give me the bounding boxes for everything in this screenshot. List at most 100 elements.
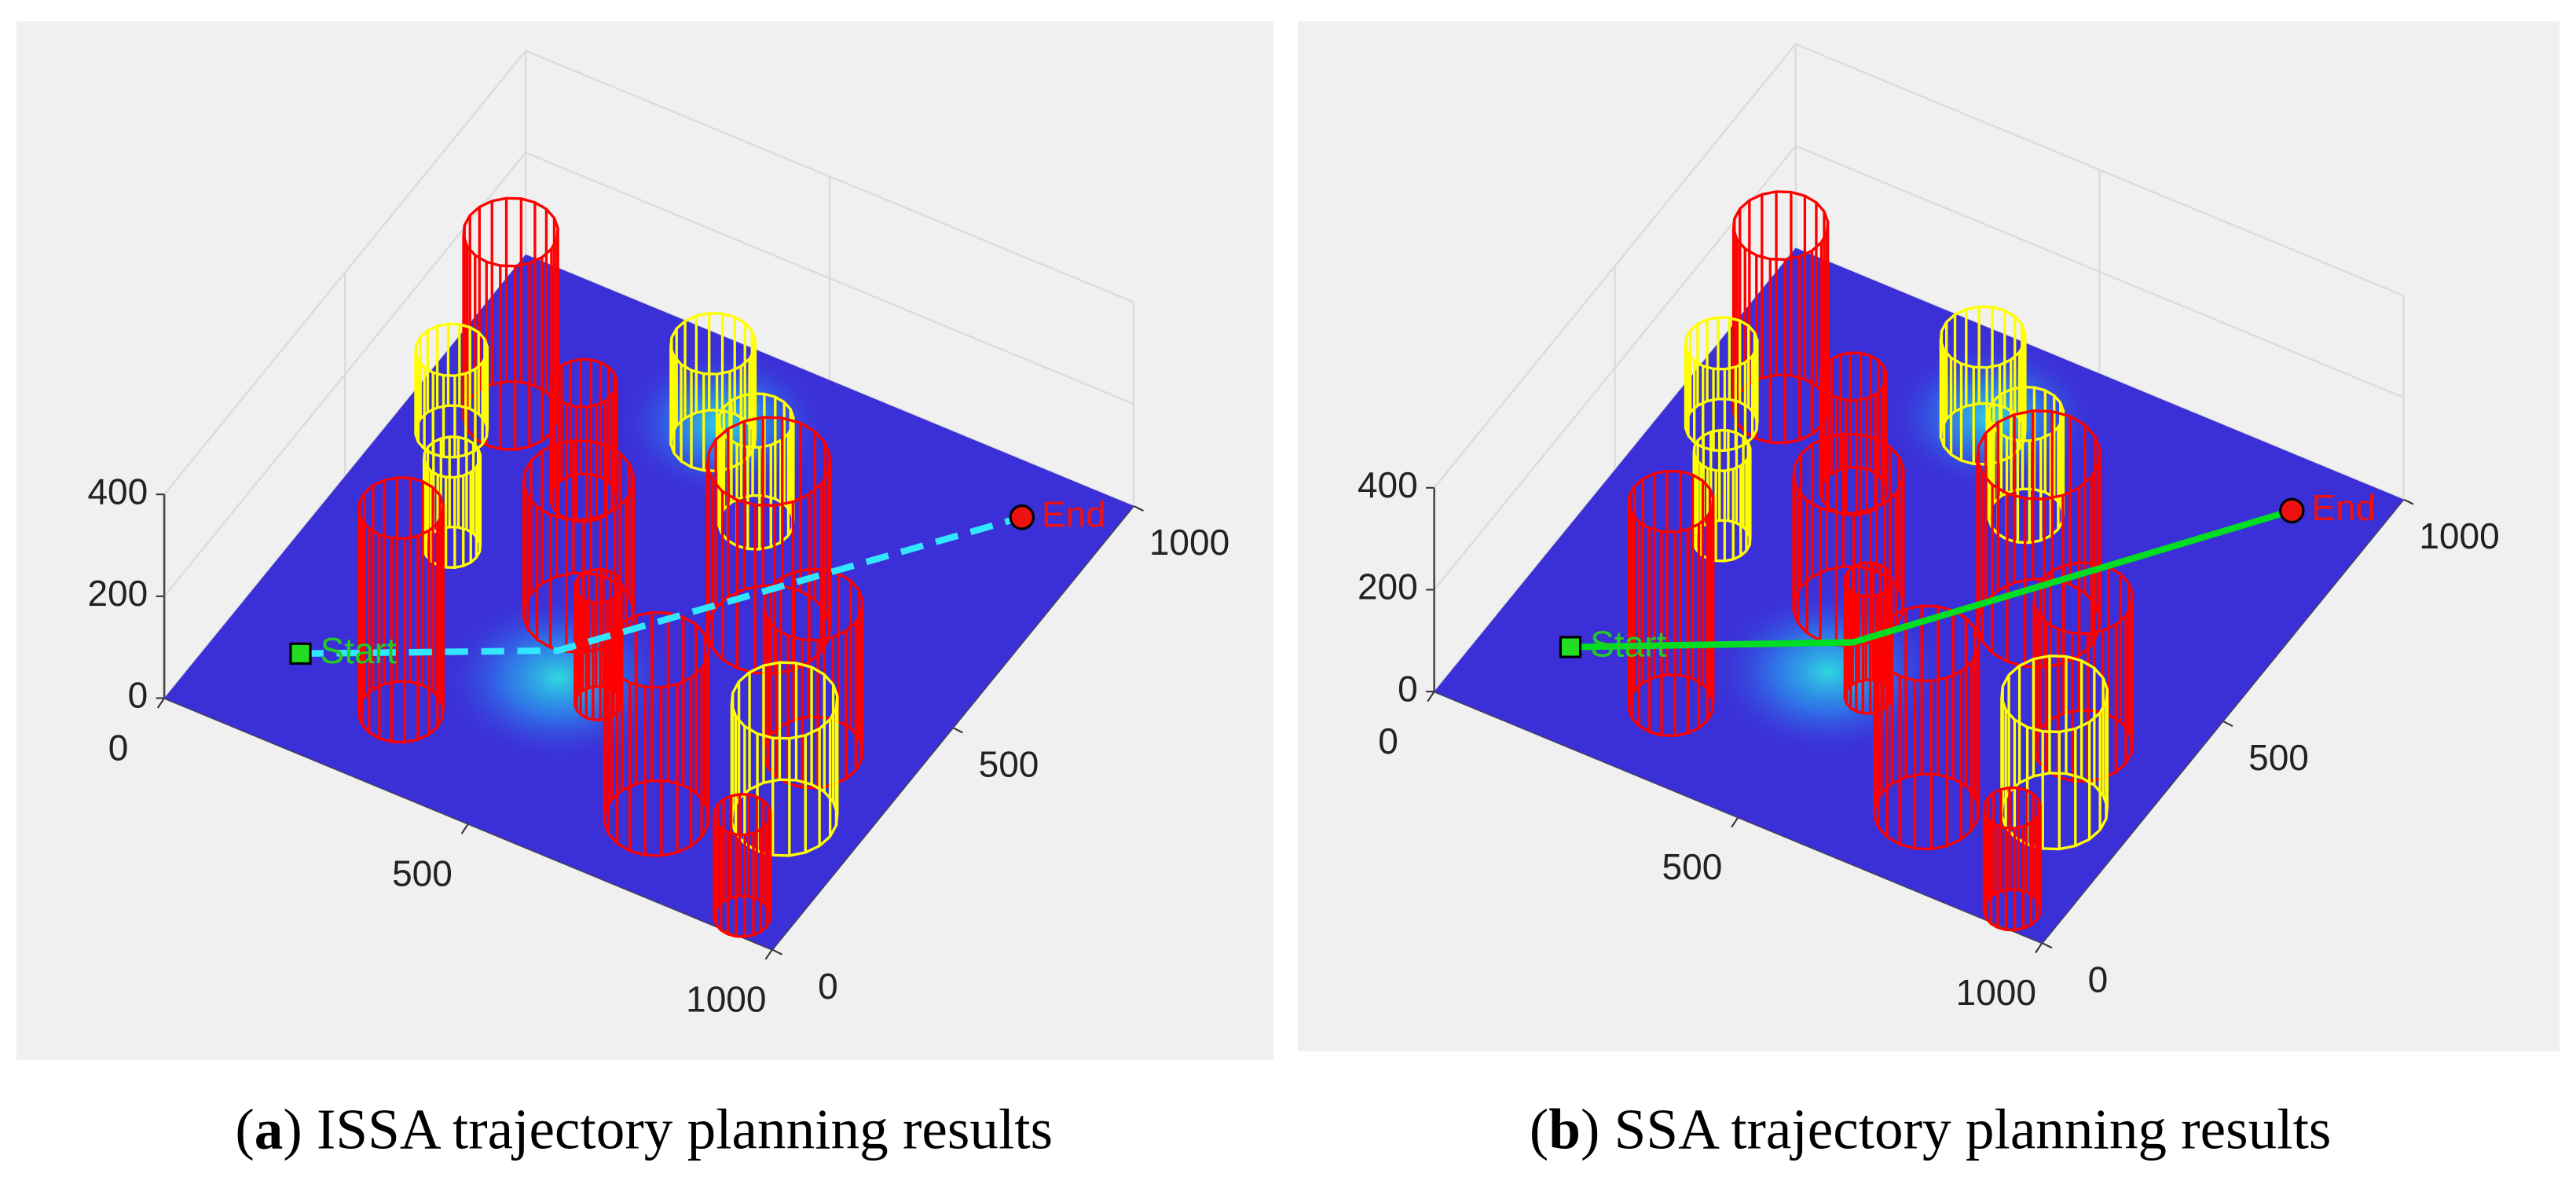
x-tick-label: 1000 (1956, 972, 2036, 1013)
cylinder-base (603, 779, 710, 857)
cylinder-base (713, 894, 772, 938)
end-label: End (1042, 493, 1106, 534)
tick-mark (2035, 942, 2043, 954)
x-tick-label: 1000 (686, 979, 766, 1020)
cylinder-top (1976, 409, 2101, 501)
y-tick-label: 500 (979, 743, 1039, 784)
x-tick-label: 500 (1662, 846, 1723, 887)
tick-mark (952, 727, 963, 734)
obstacle-cylinder (762, 567, 864, 790)
y-tick-label: 0 (2088, 959, 2109, 999)
caption-part: ) SSA trajectory planning results (1581, 1098, 2331, 1161)
cylinder-top (522, 439, 636, 522)
z-tick-label: 200 (87, 573, 148, 614)
end-marker (2279, 497, 2305, 524)
terrain-floor (164, 254, 1134, 950)
z-tick-label: 0 (1398, 668, 1418, 709)
obstacle-cylinder (422, 435, 482, 569)
obstacle-cylinder (1819, 351, 1889, 517)
cylinder-top (669, 312, 757, 376)
cylinder-top (713, 793, 772, 837)
tick-mark (764, 948, 773, 960)
start-marker (1559, 636, 1582, 658)
start-label: Start (1590, 624, 1666, 665)
cylinder-base (1939, 402, 2027, 466)
obstacle-cylinder (548, 358, 618, 523)
caption-part: ( (235, 1098, 254, 1161)
y-tick-label: 1000 (1149, 522, 1229, 563)
caption: (a) ISSA trajectory planning results (235, 1098, 1053, 1161)
start-marker (289, 642, 312, 665)
obstacle-cylinder (1982, 786, 2042, 932)
cylinder-top (1843, 561, 1893, 598)
tick-mark (2041, 942, 2053, 949)
cylinder-top (1792, 432, 1905, 515)
cylinder-top (2000, 655, 2109, 734)
cylinder-top (1982, 786, 2042, 830)
y-tick-label: 500 (2248, 737, 2309, 778)
terrain-floor (1434, 248, 2404, 944)
end-marker (1009, 504, 1035, 530)
cylinder-base (669, 409, 757, 472)
obstacle-cylinder (603, 611, 710, 857)
cylinder-base (1627, 673, 1715, 737)
cylinder-top (1987, 385, 2065, 442)
cylinder-top (1819, 351, 1889, 402)
z-tick-label: 0 (128, 675, 148, 716)
y-tick-label: 1000 (2419, 515, 2499, 556)
cylinder-top (1684, 316, 1759, 371)
x-tick-label: 0 (108, 728, 129, 768)
tick-mark (2222, 720, 2233, 727)
tick-mark (460, 823, 469, 834)
cylinder-base (2032, 709, 2134, 783)
obstacle-cylinder (1873, 604, 1981, 851)
obstacle-cylinder (1792, 432, 1905, 647)
cylinder-top (422, 435, 482, 479)
obstacle-cylinder (1987, 385, 2065, 545)
cylinder-top (730, 661, 839, 740)
cylinder-top (1627, 469, 1715, 534)
caption-part: b (1548, 1098, 1581, 1161)
start-label: Start (321, 630, 397, 671)
cylinder-top (462, 196, 559, 268)
cylinder-base (1873, 772, 1981, 851)
trajectory (300, 514, 1023, 658)
x-tick-label: 500 (392, 853, 453, 894)
cylinder-top (705, 416, 832, 508)
tick-mark (2402, 498, 2414, 505)
cylinder-top (1731, 190, 1830, 261)
plot-3d: 0 200 400 0 500 1000 0 500 1000 Start End (87, 50, 1229, 1020)
cylinder-top (603, 611, 710, 689)
obstacle-cylinder (1731, 190, 1830, 445)
caption-part: a (255, 1098, 284, 1161)
obstacle-cylinder (522, 439, 636, 654)
cylinder-top (717, 392, 795, 449)
tick-mark (771, 948, 782, 955)
cylinder-top (1873, 604, 1981, 683)
end-label: End (2311, 487, 2376, 528)
caption-part: ) ISSA trajectory planning results (283, 1098, 1053, 1161)
cylinder-top (1692, 428, 1752, 472)
caption-part: ( (1530, 1098, 1548, 1161)
z-tick-label: 400 (87, 471, 148, 512)
obstacle-cylinder (357, 476, 445, 744)
cylinder-top (573, 567, 623, 604)
tick-mark (1731, 816, 1739, 828)
cylinder-base (1982, 888, 2042, 932)
cylinder-base (414, 404, 489, 459)
obstacle-cylinder (2000, 655, 2109, 851)
trajectory (1570, 507, 2293, 651)
tick-mark (156, 697, 165, 709)
obstacle-cylinder (414, 322, 489, 459)
obstacle-cylinder (1627, 469, 1715, 737)
caption: (b) SSA trajectory planning results (1530, 1098, 2331, 1161)
tick-mark (1133, 504, 1144, 512)
cylinder-top (2032, 561, 2134, 636)
tick-mark (1427, 691, 1435, 702)
cylinder-base (762, 715, 864, 790)
cylinder-top (1939, 305, 2027, 369)
cylinder-top (357, 476, 445, 540)
cylinder-top (414, 322, 489, 377)
obstacle-cylinder (713, 793, 772, 938)
